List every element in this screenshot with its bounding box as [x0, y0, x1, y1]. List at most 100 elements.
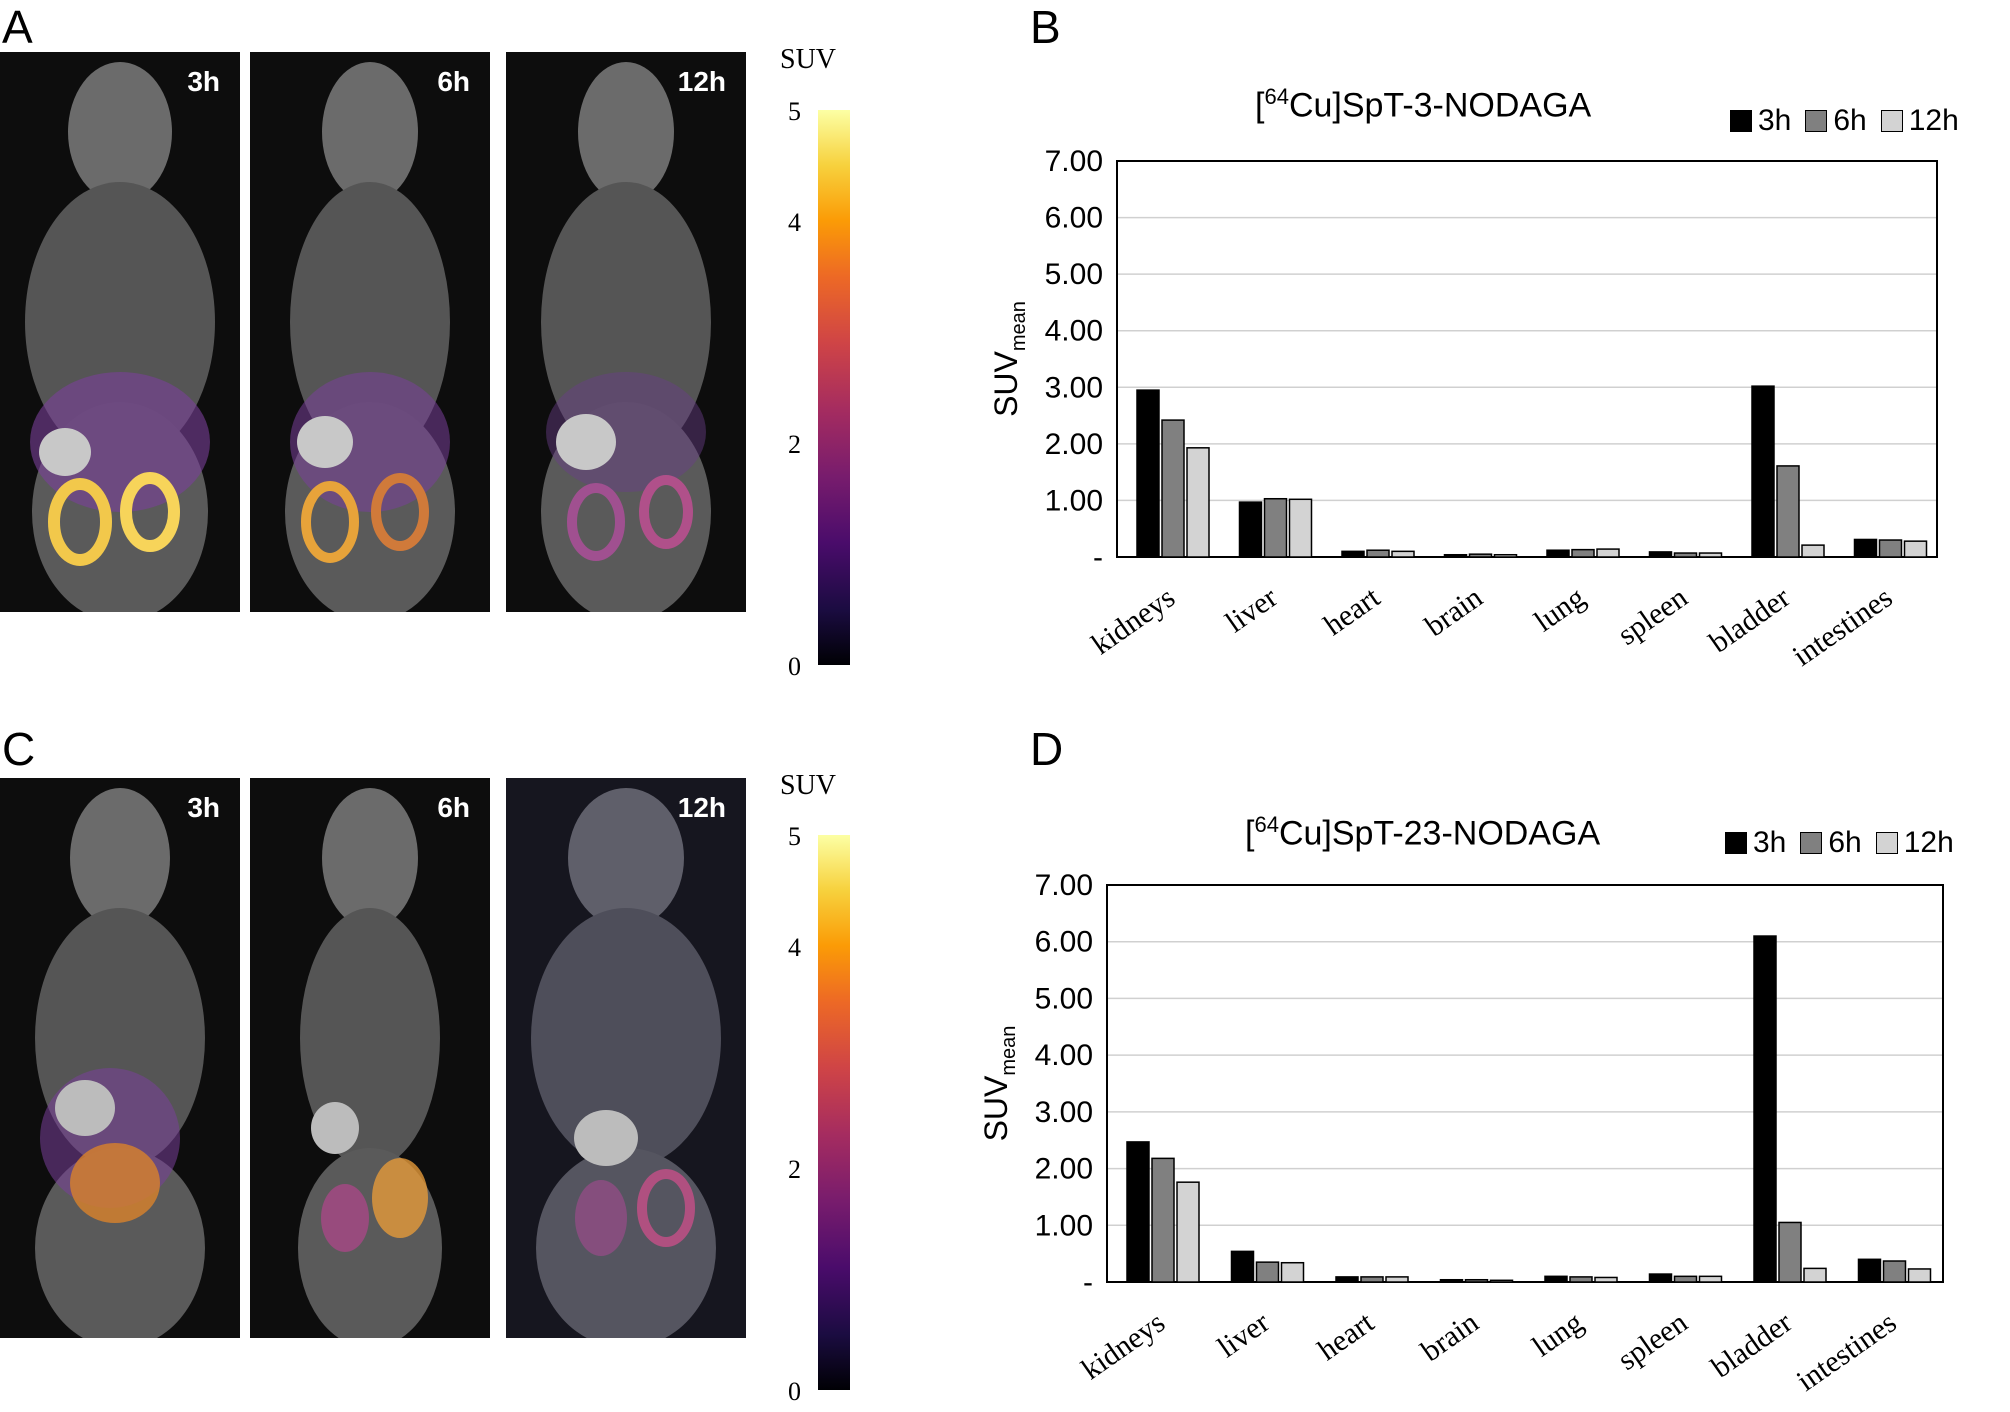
time-label: 6h	[437, 792, 470, 823]
plot-frame	[1106, 884, 1944, 1283]
x-tick-label: kidneys	[1086, 581, 1181, 662]
legend-label: 6h	[1828, 826, 1862, 859]
legend-swatch	[1800, 832, 1823, 854]
x-tick-label: bladder	[1705, 1306, 1798, 1385]
bar	[1280, 1261, 1305, 1283]
x-tick-label: heart	[1318, 580, 1387, 642]
bar	[1360, 1276, 1384, 1283]
legend-swatch	[1725, 832, 1747, 854]
panel-label-b: B	[1030, 1, 1061, 53]
mouse-scan-graphic	[541, 62, 711, 612]
bar	[1391, 550, 1415, 558]
y-tick-label: 2.00	[1045, 428, 1103, 461]
chart-legend: 3h 6h 12h	[1730, 104, 1959, 138]
bar	[1546, 549, 1570, 558]
y-axis-label: SUVmean	[988, 301, 1030, 417]
x-tick-label: spleen	[1612, 581, 1694, 652]
legend-item: 3h	[1730, 104, 1791, 138]
x-tick-label: lung	[1526, 1306, 1589, 1364]
bar	[1569, 1276, 1593, 1283]
y-tick-label: 5.00	[1045, 258, 1103, 291]
y-tick-label: 3.00	[1035, 1096, 1093, 1129]
colorbar-tick: 2	[788, 430, 801, 459]
bar	[1648, 1273, 1673, 1283]
bar	[1878, 539, 1903, 558]
x-tick-label: spleen	[1612, 1306, 1694, 1377]
legend-item: 12h	[1875, 826, 1954, 860]
bar-chart-spt23: - 1.00 2.00 3.00 4.00 5.00 6.00 7.00 SUVmean kidn…	[978, 869, 1944, 1398]
time-label: 6h	[437, 66, 470, 97]
legend-label: 6h	[1833, 104, 1867, 137]
bar	[1335, 1276, 1359, 1283]
x-tick-label: liver	[1212, 1306, 1276, 1365]
colorbar-title: SUV	[780, 770, 837, 801]
bar	[1161, 419, 1185, 558]
time-label: 12h	[677, 66, 726, 97]
x-tick-label: bladder	[1703, 581, 1796, 660]
legend-item: 12h	[1880, 104, 1959, 138]
bar	[1443, 553, 1468, 558]
x-tick-label: lung	[1528, 581, 1591, 639]
legend-label: 3h	[1758, 104, 1792, 137]
colorbar-tick: 0	[788, 1377, 801, 1406]
bar	[1489, 1279, 1514, 1283]
bar	[1753, 935, 1777, 1283]
pet-mri-image-3h: 3h	[0, 778, 240, 1338]
panel-label-d: D	[1030, 723, 1064, 775]
y-tick-label: -	[1083, 1266, 1093, 1299]
bar	[1439, 1278, 1464, 1283]
bar	[1801, 544, 1825, 558]
x-tick-label: intestines	[1787, 581, 1899, 673]
colorbar-title: SUV	[780, 44, 837, 75]
bar	[1263, 497, 1288, 558]
y-tick-label: 5.00	[1035, 982, 1093, 1015]
time-label: 3h	[187, 66, 220, 97]
bar	[1385, 1276, 1409, 1283]
pet-mri-image-6h: 6h	[250, 778, 490, 1338]
bar	[1778, 1221, 1802, 1283]
colorbar-tick: 4	[788, 933, 801, 962]
bar	[1648, 551, 1673, 558]
y-axis-label: SUVmean	[978, 1026, 1020, 1142]
bar	[1594, 1276, 1618, 1283]
bar	[1903, 540, 1928, 558]
legend-item: 3h	[1725, 826, 1786, 860]
y-tick-label: -	[1093, 541, 1103, 574]
chart-legend: 3h 6h 12h	[1725, 826, 1954, 860]
bar	[1853, 538, 1878, 558]
x-tick-label: intestines	[1791, 1306, 1903, 1398]
bar	[1751, 385, 1775, 558]
bar	[1673, 552, 1698, 558]
legend-label: 12h	[1908, 104, 1959, 137]
y-tick-label: 2.00	[1035, 1153, 1093, 1186]
y-tick-label: 7.00	[1045, 145, 1103, 178]
bar	[1596, 548, 1620, 558]
mouse-scan-graphic	[531, 788, 721, 1338]
mouse-scan-graphic	[25, 62, 215, 612]
legend-item: 6h	[1805, 104, 1867, 138]
time-label: 12h	[677, 792, 726, 823]
bar	[1698, 1275, 1723, 1283]
x-tick-label: heart	[1312, 1305, 1381, 1367]
bar	[1544, 1275, 1568, 1283]
bar	[1126, 1141, 1150, 1283]
bar	[1464, 1278, 1489, 1283]
legend-item: 6h	[1800, 826, 1862, 860]
bar	[1238, 501, 1263, 558]
bar	[1803, 1267, 1827, 1283]
y-tick-label: 1.00	[1035, 1209, 1093, 1242]
plot-frame	[1116, 160, 1938, 558]
pet-mri-image-3h: 3h	[0, 52, 240, 612]
chart-title: [64Cu]SpT-3-NODAGA	[1255, 84, 1592, 125]
bar	[1288, 498, 1313, 558]
bar	[1151, 1157, 1175, 1283]
legend-swatch	[1875, 832, 1898, 854]
bar	[1571, 548, 1595, 558]
y-tick-label: 3.00	[1045, 371, 1103, 404]
mouse-scan-graphic	[35, 788, 205, 1338]
colorbar-tick: 0	[788, 652, 801, 681]
x-tick-label: brain	[1415, 1306, 1484, 1368]
colorbar	[818, 110, 850, 665]
colorbar	[818, 835, 850, 1390]
bar	[1341, 550, 1365, 558]
